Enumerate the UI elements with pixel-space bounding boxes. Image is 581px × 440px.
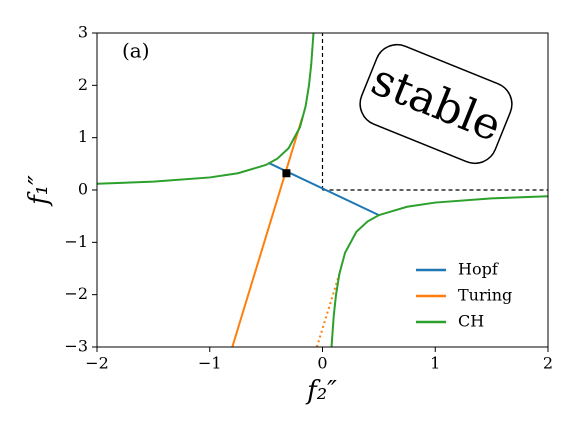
y-tick-label: 0	[78, 180, 88, 199]
y-tick-label: −3	[64, 337, 88, 356]
point	[282, 169, 291, 178]
y-tick-label: 3	[78, 23, 88, 42]
annotation-box: stable	[359, 43, 513, 165]
y-axis-label: f₁″	[24, 175, 54, 207]
x-tick-label: −1	[198, 354, 222, 373]
x-tick-label: 1	[430, 354, 440, 373]
legend-label: Hopf	[458, 260, 499, 279]
y-tick-label: 1	[78, 127, 88, 146]
x-tick-label: 2	[543, 354, 553, 373]
series-line	[231, 117, 304, 347]
series-line	[97, 33, 548, 347]
panel-label: (a)	[122, 39, 150, 63]
y-tick-label: 2	[78, 75, 88, 94]
legend-label: Turing	[458, 286, 512, 305]
x-axis-label: f₂″	[305, 376, 337, 406]
x-tick-label: 0	[317, 354, 327, 373]
y-tick-label: −2	[64, 284, 88, 303]
dotted-line	[315, 269, 342, 347]
annotation-frame	[359, 43, 513, 165]
y-tick-label: −1	[64, 232, 88, 251]
legend-label: CH	[458, 312, 484, 331]
x-tick-label: −2	[85, 354, 109, 373]
